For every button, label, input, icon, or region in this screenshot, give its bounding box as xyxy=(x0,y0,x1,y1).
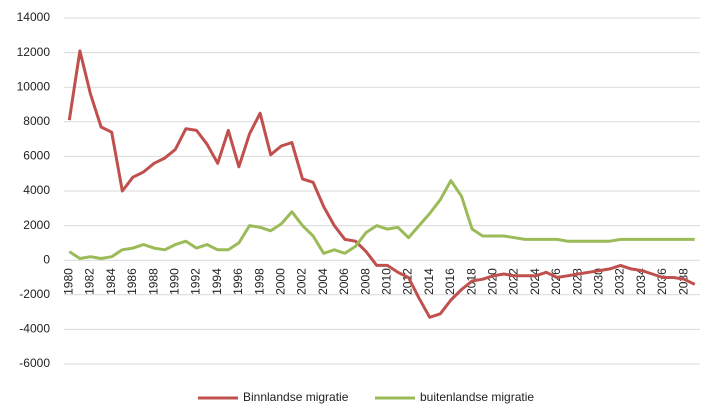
legend-label: Binnlandse migratie xyxy=(243,390,349,404)
x-tick-label: 2022 xyxy=(507,268,521,295)
y-tick-label: 12000 xyxy=(17,45,51,59)
x-tick-label: 2010 xyxy=(379,268,393,295)
x-tick-label: 2016 xyxy=(443,268,457,295)
y-tick-label: -2000 xyxy=(19,287,50,301)
x-tick-label: 2024 xyxy=(528,268,542,295)
x-tick-label: 1998 xyxy=(252,268,266,295)
x-tick-label: 2000 xyxy=(273,268,287,295)
x-tick-label: 1992 xyxy=(189,268,203,295)
y-tick-label: 0 xyxy=(43,252,50,266)
x-tick-label: 2034 xyxy=(634,268,648,295)
x-tick-label: 2038 xyxy=(676,268,690,295)
x-tick-label: 1980 xyxy=(61,268,75,295)
y-tick-label: 2000 xyxy=(23,218,50,232)
x-tick-label: 1982 xyxy=(83,268,97,295)
y-tick-label: -4000 xyxy=(19,322,50,336)
x-tick-label: 1994 xyxy=(210,268,224,295)
x-tick-label: 2012 xyxy=(401,268,415,295)
x-tick-label: 2002 xyxy=(295,268,309,295)
y-tick-label: 14000 xyxy=(17,10,51,24)
x-tick-label: 2014 xyxy=(422,268,436,295)
series-line xyxy=(68,179,695,260)
y-tick-label: 6000 xyxy=(23,149,50,163)
y-tick-label: 10000 xyxy=(17,79,51,93)
x-tick-label: 1986 xyxy=(125,268,139,295)
x-tick-label: 2020 xyxy=(485,268,499,295)
x-tick-label: 2006 xyxy=(337,268,351,295)
legend-label: buitenlandse migratie xyxy=(420,390,534,404)
x-tick-label: 1988 xyxy=(146,268,160,295)
x-tick-label: 2032 xyxy=(613,268,627,295)
x-tick-label: 2036 xyxy=(655,268,669,295)
y-tick-label: 4000 xyxy=(23,183,50,197)
x-tick-label: 2004 xyxy=(316,268,330,295)
x-tick-label: 2030 xyxy=(591,268,605,295)
x-tick-label: 1984 xyxy=(104,268,118,295)
x-tick-label: 1996 xyxy=(231,268,245,295)
y-tick-label: -6000 xyxy=(19,356,50,370)
series-line xyxy=(67,49,696,319)
x-tick-label: 1990 xyxy=(167,268,181,295)
x-tick-label: 2026 xyxy=(549,268,563,295)
y-tick-label: 8000 xyxy=(23,114,50,128)
x-tick-label: 2008 xyxy=(358,268,372,295)
